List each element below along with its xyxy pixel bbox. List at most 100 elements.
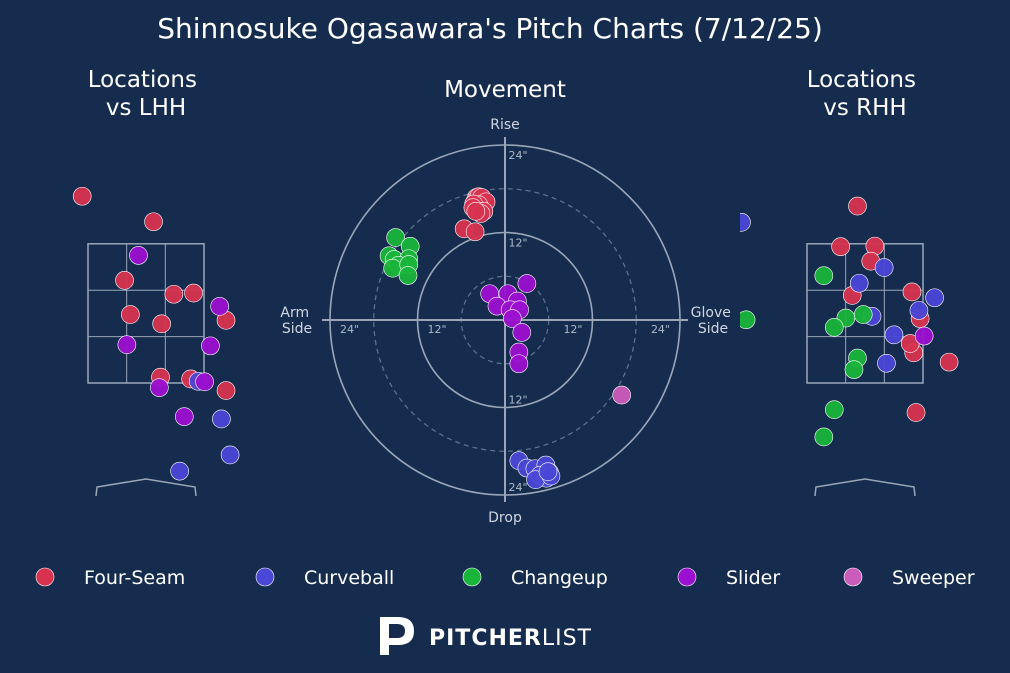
rhh-point-changeup: [824, 318, 844, 337]
rhh-point-changeup: [814, 427, 834, 447]
legend-marker-slider: [677, 567, 697, 587]
ring-label-24: 24": [508, 149, 527, 162]
movement-point-slider: [509, 354, 529, 374]
lhh-point-four-seam: [121, 305, 140, 324]
rhh-point-four-seam: [906, 403, 926, 422]
legend-label-changeup: Changeup: [511, 567, 608, 589]
lhh-title-line-1: Locations: [88, 67, 197, 93]
movement-pitch-points: [379, 187, 631, 489]
rhh-point-curveball: [909, 301, 929, 320]
legend-marker-changeup: [462, 567, 482, 587]
movement-point-slider: [502, 309, 522, 328]
lhh-point-slider: [174, 407, 194, 426]
movement-panel-title: Movement: [444, 77, 566, 103]
axis-word-arm-side: Arm Side: [280, 305, 313, 337]
lhh-point-four-seam: [152, 314, 171, 334]
lhh-location-panel: [72, 186, 240, 497]
rhh-point-four-seam: [902, 282, 922, 302]
lhh-point-slider: [195, 372, 214, 392]
legend-marker-sweeper: [843, 567, 863, 587]
axis-word-drop: Drop: [488, 510, 522, 526]
ring-label-24: 24": [508, 481, 527, 494]
figure-title: Shinnosuke Ogasawara's Pitch Charts (7/1…: [157, 12, 823, 45]
lhh-point-four-seam: [184, 283, 203, 303]
rhh-point-four-seam: [848, 196, 867, 216]
lhh-point-slider: [201, 336, 220, 356]
rhh-point-slider: [914, 326, 934, 346]
legend: Four-Seam Curveball Changeup Slider Sweeper: [35, 567, 975, 589]
movement-point-four-seam: [466, 202, 486, 221]
rhh-point-curveball: [884, 325, 904, 345]
lhh-title-line-2: vs LHH: [106, 95, 186, 121]
rhh-point-curveball: [740, 213, 751, 232]
brand-bold-text: PITCHER: [429, 626, 542, 651]
lhh-point-curveball: [220, 445, 240, 465]
lhh-strike-zone: [87, 243, 205, 384]
rhh-point-curveball: [877, 353, 896, 373]
lhh-point-four-seam: [164, 284, 184, 304]
rhh-home-plate: [814, 478, 916, 497]
movement-point-changeup: [398, 266, 418, 285]
brand-light-text: LIST: [542, 626, 592, 651]
legend-marker-four-seam: [35, 567, 55, 587]
glove-side-line-2: Side: [698, 321, 728, 337]
movement-ring-labels: 12" 12" 12" 12" 24" 24" 24" 24": [340, 149, 670, 494]
movement-point-four-seam: [465, 222, 485, 242]
lhh-point-four-seam: [216, 381, 236, 400]
lhh-point-four-seam: [115, 271, 134, 290]
lhh-point-slider: [117, 335, 137, 355]
lhh-panel-title: Locations vs LHH: [88, 67, 205, 121]
legend-marker-curveball: [255, 567, 275, 587]
legend-label-slider: Slider: [726, 567, 780, 589]
ring-label-12: 12": [563, 323, 582, 336]
movement-point-slider: [517, 274, 537, 293]
axis-word-glove-side: Glove Side: [691, 305, 736, 337]
ring-label-12: 12": [508, 237, 527, 250]
ring-label-24: 24": [340, 323, 359, 336]
lhh-zone-outline: [87, 243, 205, 384]
ring-label-24: 24": [651, 323, 670, 336]
lhh-point-slider: [129, 246, 148, 265]
pitcherlist-p-icon: [380, 617, 414, 655]
rhh-point-changeup: [844, 360, 864, 379]
rhh-location-panel: [740, 196, 959, 497]
lhh-home-plate: [95, 478, 197, 497]
movement-point-curveball: [538, 462, 558, 481]
axis-word-rise: Rise: [490, 117, 520, 133]
arm-side-line-2: Side: [282, 321, 312, 337]
legend-label-four-seam: Four-Seam: [84, 567, 185, 589]
movement-point-changeup: [386, 228, 405, 247]
arm-side-line-1: Arm: [280, 305, 309, 321]
rhh-point-four-seam: [831, 237, 850, 256]
legend-label-curveball: Curveball: [304, 567, 394, 589]
rhh-point-curveball: [874, 258, 894, 277]
rhh-panel-title: Locations vs RHH: [807, 67, 924, 121]
rhh-point-curveball: [849, 273, 869, 293]
rhh-point-four-seam: [939, 352, 959, 372]
lhh-point-curveball: [170, 461, 189, 481]
lhh-point-four-seam: [72, 186, 92, 206]
movement-panel: Rise Drop Arm Side Glove Side 12"12"12" 1…: [280, 117, 736, 526]
rhh-title-line-2: vs RHH: [823, 95, 906, 121]
brand-wordmark: PITCHERLIST: [429, 626, 592, 651]
lhh-point-four-seam: [144, 212, 163, 232]
lhh-point-slider: [150, 378, 169, 397]
rhh-point-changeup: [853, 305, 873, 324]
movement-point-slider: [512, 323, 532, 342]
legend-label-sweeper: Sweeper: [892, 567, 975, 589]
pitcherlist-logo: PITCHERLIST: [380, 617, 592, 655]
rhh-point-changeup: [824, 400, 844, 419]
rhh-point-changeup: [740, 310, 756, 330]
ring-label-12: 12": [428, 323, 447, 336]
rhh-point-curveball: [925, 288, 944, 308]
ring-label-12: 12": [508, 394, 527, 407]
rhh-pitch-points: [740, 196, 959, 447]
rhh-point-changeup: [814, 266, 834, 286]
lhh-point-slider: [210, 297, 229, 316]
movement-point-sweeper: [612, 385, 631, 405]
glove-side-line-1: Glove: [691, 305, 731, 321]
rhh-title-line-1: Locations: [807, 67, 916, 93]
lhh-pitch-points: [72, 186, 240, 481]
lhh-point-curveball: [212, 409, 231, 429]
